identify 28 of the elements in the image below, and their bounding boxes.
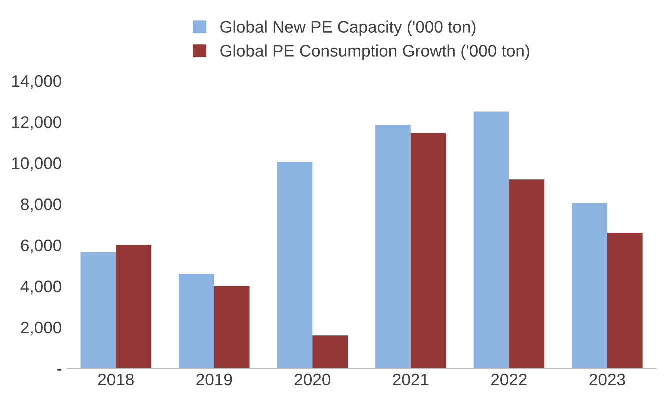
bar [179, 274, 214, 369]
bar [607, 232, 643, 369]
legend-label: Global New PE Capacity ('000 ton) [220, 20, 476, 36]
x-tick-label: 2019 [196, 374, 232, 386]
y-tick-label: 12,000 [12, 116, 62, 130]
bar [277, 162, 313, 369]
bar [376, 125, 411, 369]
x-tick-label: 2021 [393, 374, 429, 386]
bar [80, 252, 116, 369]
bar [474, 112, 510, 369]
legend-label: Global PE Consumption Growth ('000 ton) [220, 44, 530, 60]
y-tick-label: 6,000 [21, 240, 62, 254]
bar [214, 286, 250, 369]
bar [572, 203, 608, 369]
x-tick-label: 2020 [294, 374, 331, 386]
bar [509, 180, 545, 369]
bar [116, 245, 152, 369]
x-tick-label: 2023 [590, 374, 626, 386]
y-tick-label: 10,000 [12, 158, 62, 172]
y-tick-label: 2,000 [21, 322, 62, 336]
x-tick-label: 2018 [98, 374, 134, 386]
x-tick-label: 2022 [492, 374, 527, 386]
y-tick-label: 14,000 [12, 75, 62, 90]
y-tick-label: 4,000 [20, 280, 62, 295]
bar [410, 133, 446, 369]
y-tick-label: - [57, 370, 62, 371]
bar [312, 336, 348, 369]
y-tick-label: 8,000 [21, 198, 62, 212]
